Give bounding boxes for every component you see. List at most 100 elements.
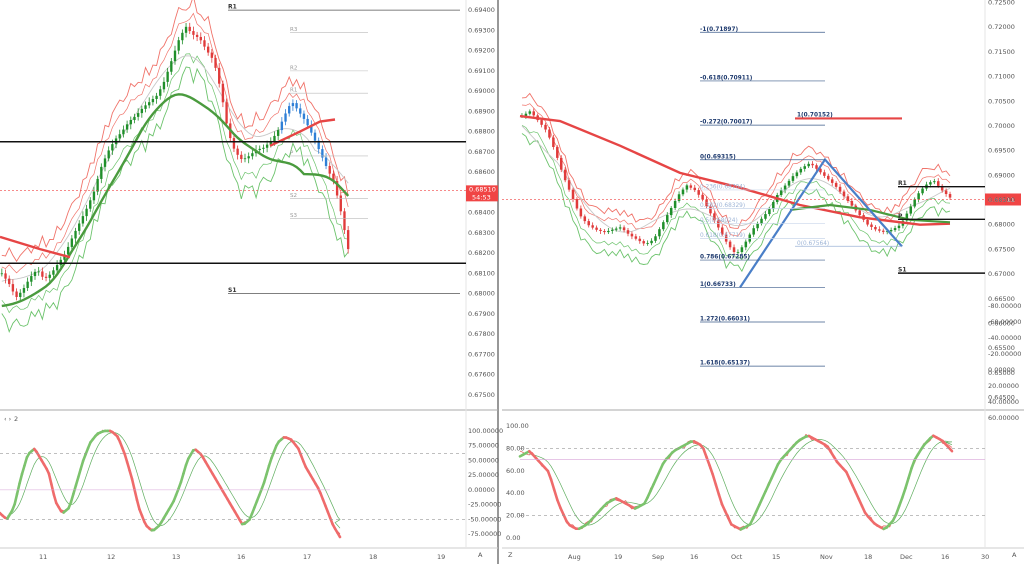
candle-body <box>595 227 598 230</box>
right-y-tick-label: 0.70000 <box>988 122 1015 130</box>
left-stoch-main-segment <box>50 482 56 496</box>
left-stoch-y-tick-label: 25.00000 <box>468 471 499 479</box>
candle-body <box>59 259 62 266</box>
pivot-level-label: S2 <box>290 193 297 199</box>
candle-body <box>897 225 901 229</box>
left-subpane-collapse-icon[interactable]: ‹ › <box>4 415 12 423</box>
bollinger-upper-outer <box>1 0 349 263</box>
left-stoch-main-segment <box>15 482 21 496</box>
candle-body <box>768 209 771 215</box>
candle-body <box>203 40 206 47</box>
candle-body <box>713 213 716 221</box>
candle-body <box>173 50 177 62</box>
right-y-tick-label: 0.70500 <box>988 97 1015 105</box>
candle-body <box>905 213 909 221</box>
candle-body <box>933 181 936 183</box>
candle-body <box>343 211 346 231</box>
fib-right-level-label: 1(0.70152) <box>797 112 833 118</box>
left-y-tick-label: 0.68400 <box>468 209 495 217</box>
left-stoch-main-segment <box>47 472 53 486</box>
right-stoch-right-y-tick-label: 20.00000 <box>988 382 1019 390</box>
candle-body <box>870 224 873 227</box>
candle-body <box>44 276 48 278</box>
left-stoch-y-tick-label: 100.00000 <box>468 427 503 435</box>
candle-body <box>306 118 309 126</box>
candle-body <box>846 196 850 201</box>
right-stoch-main-segment <box>552 488 559 502</box>
candle-body <box>878 229 881 231</box>
left-y-tick-label: 0.69200 <box>468 47 495 55</box>
candle-body <box>247 156 250 159</box>
candle-body <box>166 71 169 82</box>
candle-body <box>184 26 188 33</box>
fib-level-label: 0(0.69315) <box>700 154 736 160</box>
right-stoch-main-segment <box>894 504 901 516</box>
right-y-tick-label: 0.66500 <box>988 295 1015 303</box>
candle-body <box>291 103 295 107</box>
fib-level-label: 0.618(0.67719) <box>700 233 745 239</box>
left-x-tick-label: 17 <box>303 553 311 561</box>
candle-body <box>579 208 583 217</box>
current-price-label: 0.68510 <box>469 185 496 193</box>
left-x-tick-label: 12 <box>107 553 115 561</box>
candle-body <box>288 106 291 114</box>
candle-body <box>756 223 759 229</box>
left-auto-scale-icon[interactable]: A <box>478 551 483 559</box>
bollinger-lower-inner <box>521 124 951 261</box>
candle-body <box>548 129 551 138</box>
left-y-tick-label: 0.69300 <box>468 26 495 34</box>
pivot-level-label: R1 <box>290 88 297 94</box>
candle-body <box>70 238 74 247</box>
fib-level-label: -0.618(0.70911) <box>700 75 753 81</box>
candle-body <box>882 230 885 232</box>
left-y-tick-label: 0.68200 <box>468 249 495 257</box>
candle-body <box>11 284 15 292</box>
candle-body <box>909 206 913 214</box>
fib-level-label: 0.5(0.68024) <box>700 218 738 224</box>
candle-body <box>199 36 202 41</box>
left-y-tick-label: 0.68300 <box>468 229 495 237</box>
left-y-tick-label: 0.67500 <box>468 391 495 399</box>
fib-level-label: 1.618(0.65137) <box>700 361 750 367</box>
candle-body <box>819 168 822 173</box>
right-stoch-main-segment <box>910 458 917 470</box>
left-y-tick-label: 0.68900 <box>468 107 495 115</box>
candle-body <box>673 200 677 209</box>
right-stoch-left-y-tick-label: 60.00 <box>506 467 525 475</box>
candle-body <box>889 230 893 232</box>
left-stoch-main-segment <box>262 472 268 484</box>
candle-body <box>136 113 140 117</box>
bollinger-lower-outer <box>521 133 951 273</box>
right-auto-scale-icon[interactable]: A <box>1012 551 1017 559</box>
candle-body <box>614 228 618 230</box>
right-x-tick-label: Sep <box>652 553 664 561</box>
left-stoch-main-segment <box>267 456 273 467</box>
right-x-tick-label: Oct <box>731 553 743 561</box>
candle-body <box>858 210 861 216</box>
candle-body <box>689 185 693 188</box>
candle-body <box>243 158 247 160</box>
left-stochastic-pane <box>0 429 466 539</box>
right-y-tick-label: 0.72500 <box>988 0 1015 6</box>
candle-body <box>37 271 40 273</box>
candle-body <box>133 116 136 121</box>
right-x-tick-label: 18 <box>864 553 872 561</box>
candle-body <box>111 144 114 151</box>
left-stoch-main-segment <box>76 467 83 479</box>
candle-body <box>188 26 191 32</box>
candle-body <box>929 182 932 185</box>
pivot-level-label: S1 <box>898 267 907 274</box>
current-price-label: 0.68511 <box>988 196 1015 204</box>
candle-body <box>575 199 579 209</box>
right-stoch-right-y-tick-label: -60.00000 <box>988 318 1021 326</box>
candle-body <box>66 246 70 255</box>
candle-body <box>642 241 645 244</box>
candle-body <box>295 103 298 109</box>
fib-level-label: 0.382(0.68329) <box>700 203 745 209</box>
candle-body <box>162 81 166 90</box>
left-stoch-main-segment <box>69 492 75 504</box>
right-x-tick-label: Dec <box>900 553 913 561</box>
candle-body <box>332 173 335 182</box>
right-y-tick-label: 0.66000 <box>988 320 1015 328</box>
left-stoch-y-tick-label: 75.00000 <box>468 442 499 450</box>
